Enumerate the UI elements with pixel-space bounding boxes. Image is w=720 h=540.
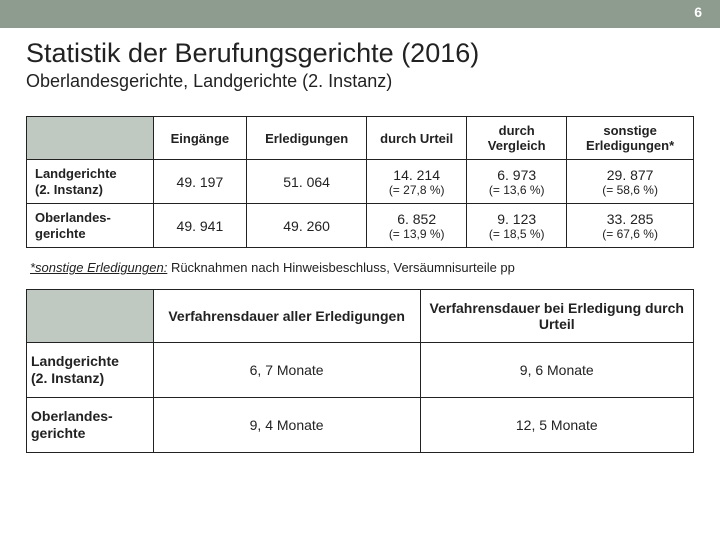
table-row: Oberlandes- gerichte 49. 941 49. 260 6. … <box>27 204 694 248</box>
row-label-line: gerichte <box>31 425 85 441</box>
col-header: durch Urteil <box>367 117 467 160</box>
cell-sub: (= 58,6 %) <box>571 183 689 197</box>
cell-main: 6. 973 <box>471 167 562 183</box>
page-number: 6 <box>694 4 702 20</box>
col-header: Verfahrensdauer bei Erledigung durch Urt… <box>420 290 693 343</box>
footnote-underline: *sonstige Erledigungen: <box>30 260 167 275</box>
cell: 9, 6 Monate <box>420 343 693 398</box>
table-duration: Verfahrensdauer aller Erledigungen Verfa… <box>26 289 694 452</box>
row-label-line: (2. Instanz) <box>31 370 104 386</box>
cell-sub: (= 27,8 %) <box>371 183 462 197</box>
cell-sub: (= 13,9 %) <box>371 227 462 241</box>
blank-cell <box>27 117 154 160</box>
row-label: Oberlandes- gerichte <box>27 204 154 248</box>
row-label: Oberlandes- gerichte <box>27 397 154 452</box>
cell-sub: (= 18,5 %) <box>471 227 562 241</box>
cell: 12, 5 Monate <box>420 397 693 452</box>
cell: 51. 064 <box>247 160 367 204</box>
cell: 49. 197 <box>153 160 246 204</box>
cell-main: 14. 214 <box>371 167 462 183</box>
page-title: Statistik der Berufungsgerichte (2016) <box>26 38 694 69</box>
col-header: Verfahrensdauer aller Erledigungen <box>153 290 420 343</box>
cell: 9, 4 Monate <box>153 397 420 452</box>
cell-main: 6. 852 <box>371 211 462 227</box>
cell: 14. 214(= 27,8 %) <box>367 160 467 204</box>
cell: 29. 877(= 58,6 %) <box>567 160 694 204</box>
row-label-line: gerichte <box>35 226 86 241</box>
footnote: *sonstige Erledigungen: Rücknahmen nach … <box>26 260 694 275</box>
cell-main: 51. 064 <box>251 174 362 190</box>
cell-main: 49. 941 <box>158 218 242 234</box>
footnote-text: Rücknahmen nach Hinweisbeschluss, Versäu… <box>167 260 515 275</box>
cell-main: 33. 285 <box>571 211 689 227</box>
col-header: Eingänge <box>153 117 246 160</box>
cell-main: 9. 123 <box>471 211 562 227</box>
col-header: sonstige Erledigungen* <box>567 117 694 160</box>
row-label-line: Oberlandes- <box>31 408 113 424</box>
cell: 49. 941 <box>153 204 246 248</box>
col-header: durch Vergleich <box>467 117 567 160</box>
col-header: Erledigungen <box>247 117 367 160</box>
table-row: Oberlandes- gerichte 9, 4 Monate 12, 5 M… <box>27 397 694 452</box>
content-area: Statistik der Berufungsgerichte (2016) O… <box>0 28 720 453</box>
blank-cell <box>27 290 154 343</box>
table-row: Landgerichte (2. Instanz) 6, 7 Monate 9,… <box>27 343 694 398</box>
table-header-row: Verfahrensdauer aller Erledigungen Verfa… <box>27 290 694 343</box>
table-courts-stats: Eingänge Erledigungen durch Urteil durch… <box>26 116 694 248</box>
cell: 9. 123(= 18,5 %) <box>467 204 567 248</box>
row-label-line: Oberlandes- <box>35 210 111 225</box>
table-row: Landgerichte (2. Instanz) 49. 197 51. 06… <box>27 160 694 204</box>
table-header-row: Eingänge Erledigungen durch Urteil durch… <box>27 117 694 160</box>
topbar: 6 <box>0 0 720 28</box>
page-subtitle: Oberlandesgerichte, Landgerichte (2. Ins… <box>26 71 694 92</box>
cell: 6, 7 Monate <box>153 343 420 398</box>
row-label-line: Landgerichte <box>35 166 117 181</box>
cell-main: 49. 260 <box>251 218 362 234</box>
cell: 6. 973(= 13,6 %) <box>467 160 567 204</box>
cell-main: 29. 877 <box>571 167 689 183</box>
row-label-line: Landgerichte <box>31 353 119 369</box>
cell-sub: (= 13,6 %) <box>471 183 562 197</box>
row-label: Landgerichte (2. Instanz) <box>27 160 154 204</box>
cell: 33. 285(= 67,6 %) <box>567 204 694 248</box>
row-label: Landgerichte (2. Instanz) <box>27 343 154 398</box>
row-label-line: (2. Instanz) <box>35 182 103 197</box>
cell-sub: (= 67,6 %) <box>571 227 689 241</box>
cell-main: 49. 197 <box>158 174 242 190</box>
cell: 6. 852(= 13,9 %) <box>367 204 467 248</box>
cell: 49. 260 <box>247 204 367 248</box>
